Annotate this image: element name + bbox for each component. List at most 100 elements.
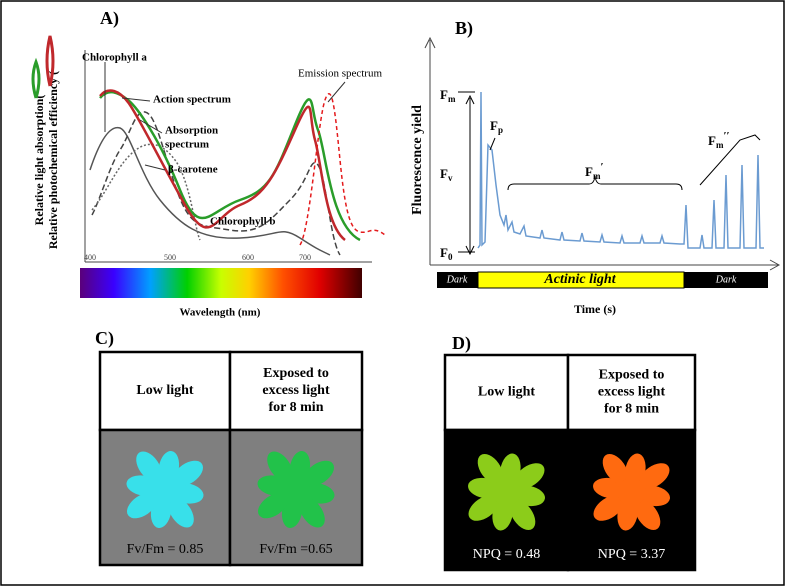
curve <box>299 93 386 246</box>
marker-base: F <box>440 87 448 102</box>
fp-arrow <box>489 137 496 151</box>
leaf-center <box>151 475 179 504</box>
cell-image <box>98 428 232 567</box>
x-tick-label: 400 <box>84 253 96 262</box>
cell-caption: for 8 min <box>269 400 324 415</box>
marker-sub: p <box>498 125 503 135</box>
cell-value: NPQ = 0.48 <box>473 547 540 562</box>
annotation: Absorption <box>165 125 218 137</box>
rosette <box>593 453 670 531</box>
cell-caption: Exposed to <box>263 366 329 381</box>
x-label: Time (s) <box>574 302 616 316</box>
marker-sub: m <box>716 140 724 150</box>
pointer <box>121 97 151 102</box>
phase-label: Dark <box>446 274 468 285</box>
pointer <box>144 164 166 171</box>
phase-dark <box>437 272 478 288</box>
marker-label: Fm′ <box>585 161 604 182</box>
phase-label: Actinic light <box>543 272 616 287</box>
y-label: Fluorescence yield <box>410 105 425 215</box>
brace <box>699 134 761 186</box>
marker-sub: m <box>593 171 601 181</box>
annotation: Chlorophyll a <box>82 52 147 64</box>
leaf <box>127 492 158 519</box>
annotation: β-carotene <box>168 164 218 176</box>
cell-caption: excess light <box>598 385 666 400</box>
panel-label: D) <box>452 333 471 354</box>
leaf <box>299 497 325 528</box>
leaf <box>514 463 545 489</box>
marker-label: Fv <box>440 166 453 183</box>
legend-mark <box>31 57 41 99</box>
marker-base: F <box>490 118 498 133</box>
y-label: Relative photochemical efficiency ( <box>46 71 60 249</box>
cell-caption: excess light <box>262 383 330 398</box>
annotation: spectrum <box>165 139 209 151</box>
marker-base: F <box>440 166 448 181</box>
brace <box>507 175 683 191</box>
rosette <box>126 451 204 528</box>
leaf-center <box>282 475 310 504</box>
panel-label: C) <box>95 328 114 349</box>
rosette <box>257 451 335 528</box>
spectrum-bar <box>80 268 362 298</box>
pointer <box>139 119 163 134</box>
leaf <box>509 499 536 530</box>
leaf <box>303 460 334 487</box>
cell-caption: Low light <box>136 383 194 398</box>
marker-base: F <box>708 133 716 148</box>
curve <box>99 89 346 241</box>
leaf <box>477 454 504 485</box>
panel-label: B) <box>455 18 473 39</box>
panel-label: A) <box>100 8 119 29</box>
marker-sup: ′′ <box>723 130 729 142</box>
leaf <box>172 460 203 487</box>
phase-label: Dark <box>715 274 737 285</box>
cell-caption: Low light <box>478 385 536 400</box>
leaf-center <box>492 478 521 506</box>
curve <box>91 143 201 241</box>
marker-sub: 0 <box>448 252 453 262</box>
marker-sub: m <box>448 94 456 104</box>
marker-label: Fm <box>440 87 456 104</box>
x-tick-label: 700 <box>299 253 311 262</box>
marker-label: Fp <box>490 118 503 135</box>
marker-label: F0 <box>440 245 453 262</box>
marker-sup: ′ <box>600 161 603 173</box>
leaf <box>634 499 661 530</box>
fv-arrow <box>465 94 475 256</box>
annotation: Action spectrum <box>153 94 231 106</box>
cell-caption: Exposed to <box>599 368 665 383</box>
cell-top <box>98 350 232 432</box>
leaf <box>136 451 162 482</box>
leaf <box>267 451 293 482</box>
pointer <box>327 81 346 103</box>
axis-arrow <box>424 36 436 49</box>
rosette <box>468 453 545 531</box>
trace <box>477 91 764 249</box>
cell-caption: for 8 min <box>604 402 659 417</box>
axis-arrow <box>769 259 781 271</box>
cell-top <box>566 353 697 432</box>
marker-sub: v <box>448 173 453 183</box>
leaf <box>639 463 670 489</box>
leaf-center <box>617 478 646 506</box>
cell-value: Fv/Fm = 0.85 <box>127 542 204 557</box>
y-label: Relative light absorption( <box>32 95 46 226</box>
x-tick-label: 500 <box>164 253 176 262</box>
legend-mark <box>45 35 55 87</box>
x-tick-label: 600 <box>242 253 254 262</box>
leaf <box>258 492 289 519</box>
cell-value: NPQ = 3.37 <box>598 547 665 562</box>
leaf <box>602 454 629 485</box>
cell-value: Fv/Fm =0.65 <box>259 542 332 557</box>
curve <box>89 126 331 256</box>
annotation: Emission spectrum <box>298 68 382 80</box>
leaf <box>593 495 624 521</box>
x-label: Wavelength (nm) <box>180 307 261 319</box>
leaf <box>468 495 499 521</box>
